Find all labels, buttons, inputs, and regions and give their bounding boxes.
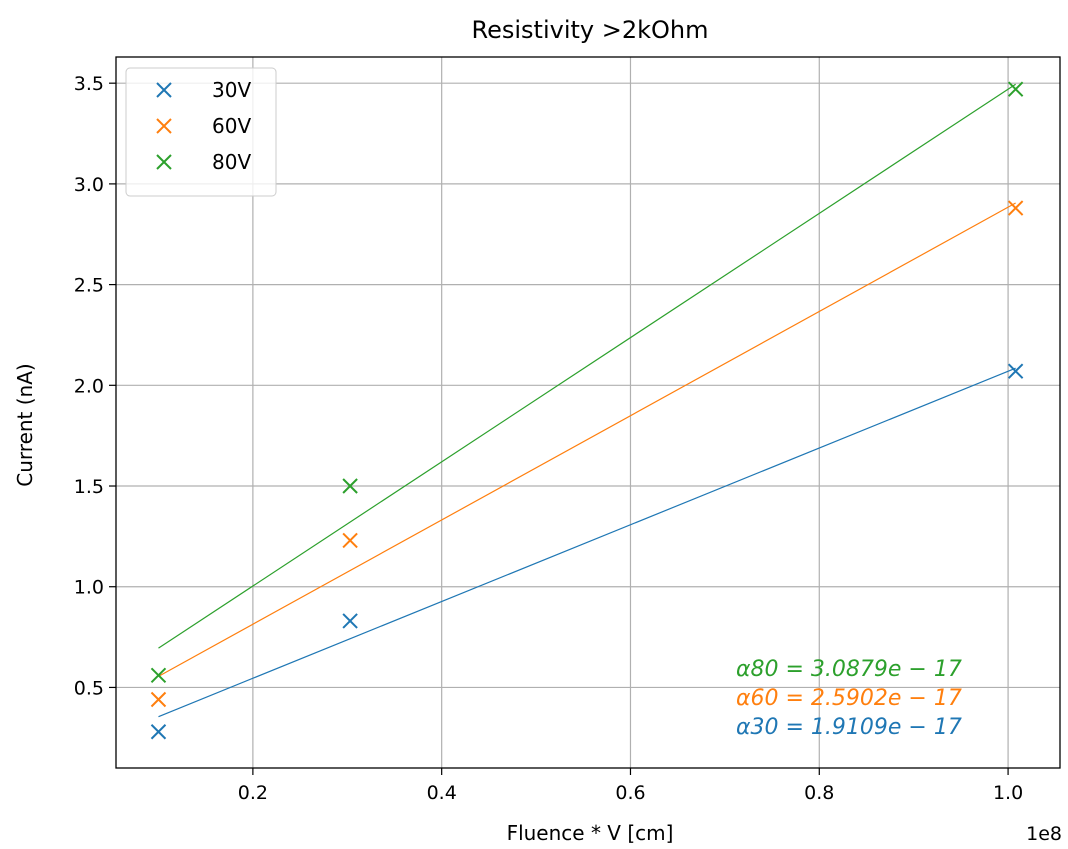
x-tick-label: 0.4 — [427, 782, 457, 804]
y-tick-label: 2.5 — [74, 275, 104, 297]
x-tick-label: 0.6 — [615, 782, 645, 804]
data-point-60V — [150, 691, 167, 708]
legend-marker-30V — [156, 82, 172, 98]
x-tick-label: 0.8 — [804, 782, 834, 804]
y-tick-label: 1.5 — [74, 476, 104, 498]
data-point-80V — [150, 667, 167, 684]
legend-marker-80V — [156, 154, 172, 170]
y-tick-label: 1.0 — [74, 577, 104, 599]
x-axis-offset-label: 1e8 — [1026, 823, 1062, 845]
data-point-60V — [1007, 200, 1024, 216]
axis-ticks: 0.2 0.4 0.6 0.8 1.0 0.5 1.0 1.5 2.0 2.5 3.0 3.5 — [74, 73, 1023, 804]
y-axis-label: Current (nA) — [13, 363, 37, 486]
slope-annotations: α80 = 3.0879e − 17 α60 = 2.5902e − 17 α30 … — [736, 657, 962, 740]
grid-lines — [116, 57, 1060, 768]
fit-line-60V — [158, 202, 1016, 677]
legend-marker-60V — [156, 118, 172, 134]
data-point-30V — [1007, 363, 1024, 379]
legend-label-80V: 80V — [212, 150, 251, 174]
x-axis-label: Fluence * V [cm] — [507, 821, 674, 845]
legend: 30V 60V 80V — [125, 67, 277, 197]
data-point-60V — [342, 532, 358, 549]
legend-box — [125, 67, 277, 197]
legend-label-30V: 30V — [212, 78, 251, 102]
annotation-alpha80: α80 = 3.0879e − 17 — [736, 657, 962, 682]
fit-line-30V — [158, 367, 1016, 718]
data-point-80V — [342, 478, 358, 494]
y-tick-label: 3.5 — [74, 73, 104, 95]
y-tick-label: 2.0 — [74, 375, 104, 397]
data-point-30V — [150, 724, 167, 740]
data-markers — [150, 81, 1024, 740]
plot-frame — [115, 56, 1061, 769]
data-point-30V — [342, 613, 358, 629]
legend-label-60V: 60V — [212, 114, 251, 138]
x-tick-label: 0.2 — [238, 782, 268, 804]
y-tick-label: 0.5 — [74, 677, 104, 699]
annotation-alpha30: α30 = 1.9109e − 17 — [736, 715, 962, 740]
x-tick-label: 1.0 — [993, 782, 1023, 804]
y-tick-label: 3.0 — [74, 174, 104, 196]
legend-entries: 30V 60V 80V — [156, 78, 251, 174]
fit-lines — [158, 83, 1016, 718]
fit-line-80V — [158, 83, 1016, 649]
chart-title: Resistivity >2kOhm — [472, 16, 709, 44]
annotation-alpha60: α60 = 2.5902e − 17 — [736, 686, 962, 711]
data-point-80V — [1007, 81, 1024, 97]
